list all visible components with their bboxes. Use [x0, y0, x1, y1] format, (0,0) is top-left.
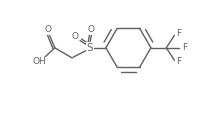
Text: OH: OH — [32, 57, 46, 66]
Text: F: F — [177, 29, 182, 38]
Text: S: S — [87, 43, 93, 53]
Text: F: F — [182, 43, 187, 52]
Text: O: O — [45, 25, 52, 34]
Text: O: O — [71, 32, 78, 41]
Text: F: F — [177, 57, 182, 66]
Text: O: O — [87, 25, 94, 34]
